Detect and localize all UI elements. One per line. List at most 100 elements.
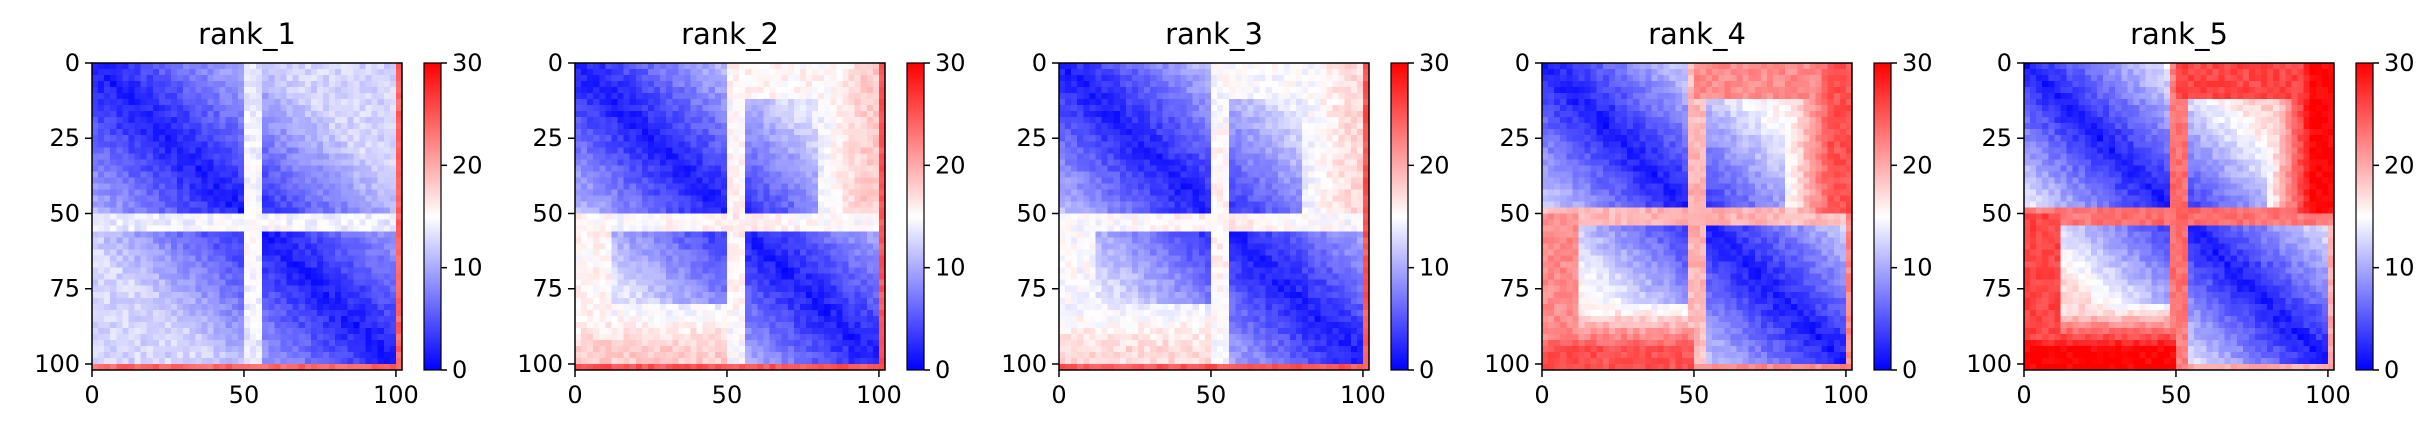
heatmap-cell: [660, 201, 667, 209]
heatmap-cell: [617, 243, 625, 251]
heatmap-cell: [672, 63, 679, 70]
heatmap-cell: [177, 105, 184, 112]
heatmap-cell: [286, 195, 294, 203]
heatmap-cell: [140, 183, 148, 191]
heatmap-cell: [201, 81, 209, 88]
heatmap-cell: [660, 93, 667, 100]
heatmap-cell: [593, 63, 600, 70]
heatmap-cell: [860, 321, 868, 329]
heatmap-cell: [745, 141, 752, 148]
heatmap-cell: [213, 177, 221, 184]
heatmap-cell: [787, 213, 795, 221]
heatmap-cell: [611, 261, 619, 269]
heatmap-cell: [793, 111, 801, 118]
heatmap-cell: [304, 165, 312, 172]
heatmap-cell: [286, 321, 294, 329]
heatmap-cell: [146, 165, 154, 172]
heatmap-cell: [684, 135, 692, 142]
heatmap-cell: [830, 333, 837, 341]
heatmap-cell: [213, 315, 221, 323]
heatmap-cell: [702, 189, 710, 197]
heatmap-cell: [647, 69, 655, 76]
heatmap-cell: [793, 273, 801, 281]
colorbar-tick-label: 20: [452, 151, 483, 179]
heatmap-cell: [262, 225, 269, 233]
heatmap-cell: [177, 189, 184, 197]
heatmap-cell: [745, 219, 752, 227]
heatmap-cell: [134, 237, 142, 245]
heatmap-cell: [219, 159, 227, 166]
heatmap-cell: [164, 339, 172, 347]
heatmap-cell: [280, 201, 288, 209]
heatmap-cell: [733, 309, 740, 317]
heatmap-cell: [647, 237, 655, 245]
heatmap-cell: [201, 141, 209, 148]
heatmap-cell: [623, 225, 631, 233]
heatmap-cell: [98, 63, 105, 70]
heatmap-cell: [286, 255, 294, 263]
heatmap-cell: [654, 63, 661, 70]
heatmap-cell: [359, 147, 367, 154]
heatmap-cell: [836, 195, 844, 203]
heatmap-cell: [666, 291, 673, 299]
heatmap-cell: [383, 117, 391, 124]
heatmap-cell: [818, 87, 825, 94]
heatmap-cell: [854, 105, 862, 112]
heatmap-cell: [605, 153, 613, 160]
heatmap-cell: [696, 69, 704, 76]
heatmap-cell: [739, 69, 746, 76]
heatmap-cell: [878, 171, 886, 178]
heatmap-cell: [684, 165, 692, 172]
heatmap-cell: [158, 351, 166, 359]
heatmap-cell: [371, 315, 379, 323]
heatmap-cell: [575, 291, 582, 299]
heatmap-cell: [587, 297, 594, 305]
heatmap-cell: [304, 309, 312, 317]
heatmap-cell: [158, 249, 166, 257]
heatmap-cell: [92, 183, 99, 191]
heatmap-cell: [775, 111, 783, 118]
heatmap-cell: [836, 159, 844, 166]
heatmap-cell: [365, 195, 373, 203]
heatmap-cell: [219, 111, 227, 118]
heatmap-cell: [878, 249, 886, 257]
heatmap-cell: [757, 327, 765, 335]
heatmap-cell: [605, 165, 613, 172]
heatmap-cell: [587, 213, 594, 221]
heatmap-cell: [298, 345, 306, 353]
heatmap-cell: [292, 75, 300, 82]
heatmap-cell: [268, 327, 275, 335]
heatmap-cell: [854, 159, 862, 166]
heatmap-cell: [872, 111, 880, 118]
heatmap-cell: [171, 159, 178, 166]
heatmap-cell: [793, 309, 801, 317]
heatmap-cell: [280, 225, 288, 233]
heatmap-cell: [250, 105, 257, 112]
heatmap-cell: [605, 177, 613, 184]
heatmap-cell: [377, 213, 385, 221]
heatmap-cell: [219, 81, 227, 88]
heatmap-cell: [189, 153, 196, 160]
heatmap-cell: [335, 195, 342, 203]
heatmap-cell: [304, 63, 312, 70]
heatmap-cell: [654, 255, 661, 263]
heatmap-cell: [189, 147, 196, 154]
heatmap-cell: [377, 219, 385, 227]
heatmap-cell: [599, 249, 606, 257]
heatmap-cell: [329, 195, 336, 203]
heatmap-cell: [708, 141, 716, 148]
heatmap-cell: [128, 135, 136, 142]
heatmap-cell: [250, 81, 257, 88]
heatmap-cell: [854, 93, 862, 100]
heatmap-cell: [635, 273, 643, 281]
heatmap-cell: [207, 117, 215, 124]
heatmap-cell: [104, 129, 111, 136]
heatmap-cell: [854, 255, 862, 263]
heatmap-cell: [617, 201, 625, 209]
heatmap-cell: [708, 153, 716, 160]
heatmap-cell: [389, 195, 397, 203]
heatmap-cell: [751, 171, 758, 178]
heatmap-cell: [581, 159, 588, 166]
heatmap-cell: [347, 165, 354, 172]
heatmap-cell: [745, 189, 752, 197]
